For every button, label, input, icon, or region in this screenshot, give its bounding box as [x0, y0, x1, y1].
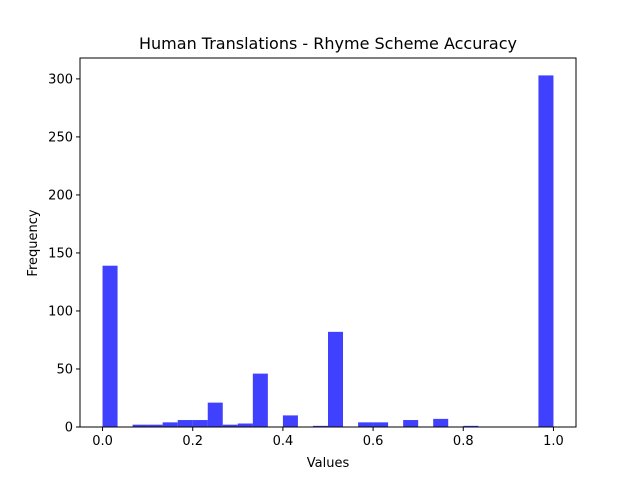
y-tick-label: 150	[48, 246, 73, 261]
histogram-bar	[463, 425, 479, 427]
histogram-bar	[358, 422, 374, 427]
histogram-bar	[162, 422, 178, 427]
y-tick-label: 0	[65, 421, 73, 436]
histogram-bar	[237, 423, 253, 427]
histogram-bar	[328, 331, 344, 427]
histogram-bar	[312, 425, 328, 427]
x-axis-ticks: 0.0 0.2 0.4 0.6 0.8 1.0	[92, 427, 564, 449]
histogram-bar	[538, 75, 554, 427]
plot-frame	[79, 57, 577, 428]
histogram-bar	[102, 265, 118, 427]
histogram-bar	[252, 373, 268, 427]
histogram-bar	[403, 420, 419, 427]
y-tick-label: 100	[48, 304, 73, 319]
histogram-bar	[132, 424, 148, 427]
y-tick-label: 200	[48, 188, 73, 203]
histogram-bar	[282, 415, 298, 427]
histogram-bar	[177, 420, 193, 427]
x-tick-label: 1.0	[543, 434, 564, 449]
y-tick-label: 250	[48, 130, 73, 145]
y-tick-label: 50	[56, 362, 73, 377]
chart-title: Human Translations - Rhyme Scheme Accura…	[139, 34, 517, 53]
x-tick-label: 0.4	[273, 434, 294, 449]
x-tick-label: 0.6	[363, 434, 384, 449]
histogram-bar	[192, 420, 208, 427]
histogram-bar	[433, 418, 449, 427]
x-axis-label: Values	[307, 456, 350, 471]
y-axis-label: Frequency	[26, 209, 41, 276]
x-tick-label: 0.2	[182, 434, 203, 449]
histogram-bar	[222, 424, 238, 427]
y-tick-label: 300	[48, 72, 73, 87]
histogram-bar	[207, 402, 223, 427]
histogram-bar	[147, 424, 163, 427]
x-tick-label: 0.8	[453, 434, 474, 449]
histogram-bar	[373, 422, 389, 427]
y-axis-ticks: 0 50 100 150 200 250 300	[48, 72, 80, 436]
bars-group	[102, 75, 554, 427]
x-tick-label: 0.0	[92, 434, 113, 449]
